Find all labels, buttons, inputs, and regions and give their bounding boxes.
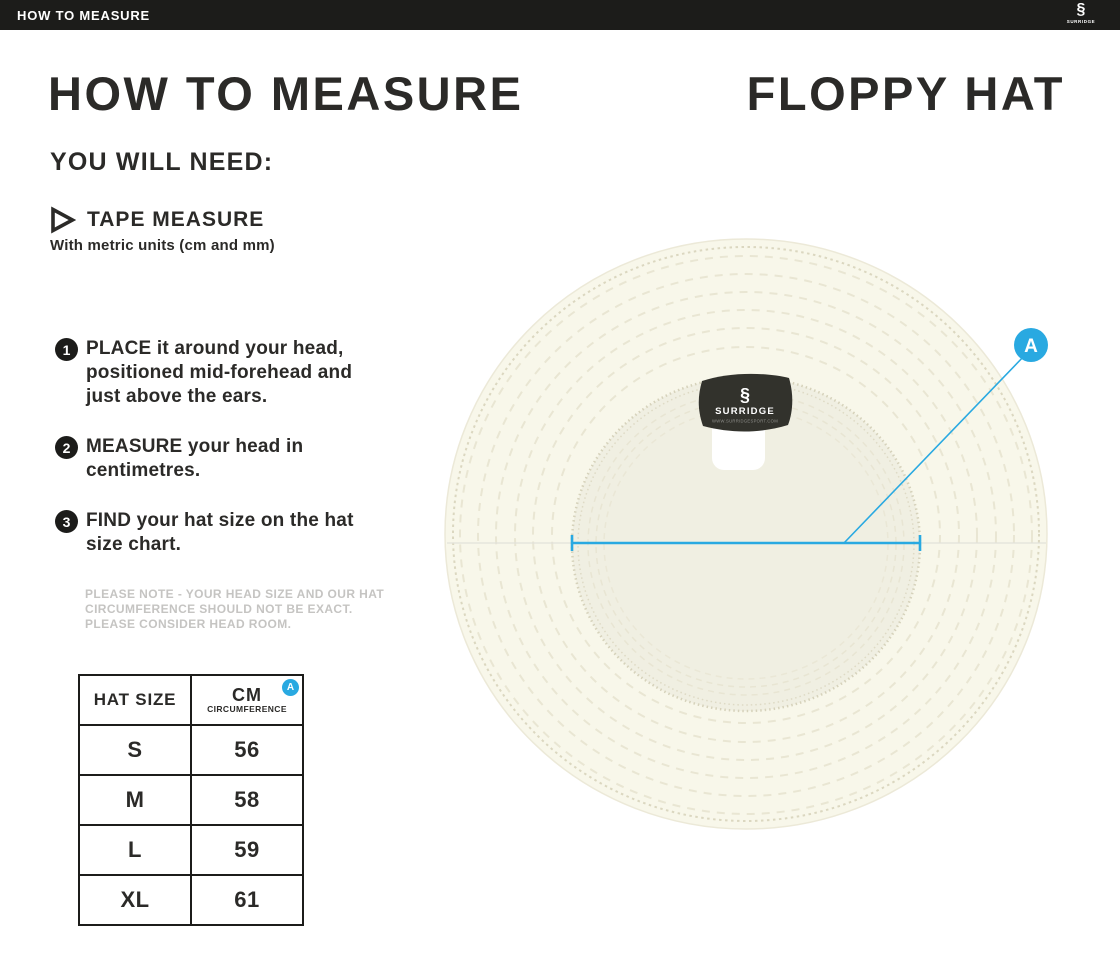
cm-header: A CM CIRCUMFERENCE <box>190 674 304 726</box>
step-1-line: just above the ears. <box>86 386 268 407</box>
circumference-label: CIRCUMFERENCE <box>207 703 287 714</box>
step-1-number: 1 <box>55 338 78 361</box>
hat-size-header: HAT SIZE <box>78 674 192 726</box>
step-1: 1 PLACE it around your head, positioned … <box>55 337 415 409</box>
value-cell: 59 <box>190 824 304 876</box>
size-cell: L <box>78 824 192 876</box>
label-url-text: WWW.SURRIDGESPORT.COM <box>712 419 778 424</box>
please-note: PLEASE NOTE - YOUR HEAD SIZE AND OUR HAT… <box>85 587 384 632</box>
hat-brand-label: § SURRIDGE WWW.SURRIDGESPORT.COM <box>698 373 793 432</box>
step-1-line: positioned mid-forehead and <box>86 362 353 383</box>
label-s-icon: § <box>740 385 750 405</box>
hat-illustration: § SURRIDGE WWW.SURRIDGESPORT.COM A <box>443 237 1050 833</box>
step-3-line: size chart. <box>86 534 182 555</box>
value-cell: 56 <box>190 724 304 776</box>
step-3-number: 3 <box>55 510 78 533</box>
size-table-header-row: HAT SIZE A CM CIRCUMFERENCE <box>78 674 304 726</box>
surridge-logo: § SURRIDGE <box>1056 1 1106 25</box>
surridge-s-icon: § <box>1076 1 1086 18</box>
surridge-logo-text: SURRIDGE <box>1066 19 1096 24</box>
marker-a-badge-table: A <box>282 679 299 696</box>
step-2-text: MEASURE your head in centimetres. <box>86 435 303 483</box>
step-1-line: PLACE it around your head, <box>86 338 344 359</box>
measurement-line-a <box>570 353 1027 551</box>
triangle-right-icon <box>51 206 76 234</box>
size-row-m: M 58 <box>78 774 304 826</box>
please-note-line: CIRCUMFERENCE SHOULD NOT BE EXACT. <box>85 602 353 616</box>
size-cell: M <box>78 774 192 826</box>
tape-measure-note: With metric units (cm and mm) <box>50 237 275 254</box>
step-3-text: FIND your hat size on the hat size chart… <box>86 509 354 557</box>
step-3-line: FIND your hat size on the hat <box>86 510 354 531</box>
page-title: HOW TO MEASURE <box>48 67 524 120</box>
top-bar: HOW TO MEASURE § SURRIDGE <box>0 0 1120 30</box>
size-row-l: L 59 <box>78 824 304 876</box>
step-2-number: 2 <box>55 436 78 459</box>
step-2-line: MEASURE your head in <box>86 436 304 457</box>
please-note-line: PLEASE CONSIDER HEAD ROOM. <box>85 617 292 631</box>
step-3: 3 FIND your hat size on the hat size cha… <box>55 509 415 557</box>
please-note-line: PLEASE NOTE - YOUR HEAD SIZE AND OUR HAT <box>85 587 385 601</box>
value-cell: 58 <box>190 774 304 826</box>
step-1-text: PLACE it around your head, positioned mi… <box>86 337 352 409</box>
tape-measure-item: TAPE MEASURE With metric units (cm and m… <box>50 206 275 254</box>
size-row-xl: XL 61 <box>78 874 304 926</box>
tape-measure-row: TAPE MEASURE <box>50 206 275 234</box>
size-cell: XL <box>78 874 192 926</box>
value-cell: 61 <box>190 874 304 926</box>
label-brand-text: SURRIDGE <box>715 406 775 417</box>
step-2-line: centimetres. <box>86 460 201 481</box>
marker-a-letter: A <box>1024 336 1038 357</box>
step-2: 2 MEASURE your head in centimetres. <box>55 435 415 483</box>
size-row-s: S 56 <box>78 724 304 776</box>
size-cell: S <box>78 724 192 776</box>
product-title: FLOPPY HAT <box>746 67 1065 120</box>
marker-a-badge: A <box>1014 328 1048 362</box>
tape-measure-label: TAPE MEASURE <box>87 208 265 231</box>
you-will-need-heading: YOU WILL NEED: <box>50 148 274 176</box>
cm-label: CM <box>232 684 262 705</box>
top-bar-title: HOW TO MEASURE <box>17 7 151 23</box>
size-table: HAT SIZE A CM CIRCUMFERENCE S 56 M 58 L … <box>78 674 304 926</box>
hat-svg: § SURRIDGE WWW.SURRIDGESPORT.COM A <box>444 238 1048 830</box>
